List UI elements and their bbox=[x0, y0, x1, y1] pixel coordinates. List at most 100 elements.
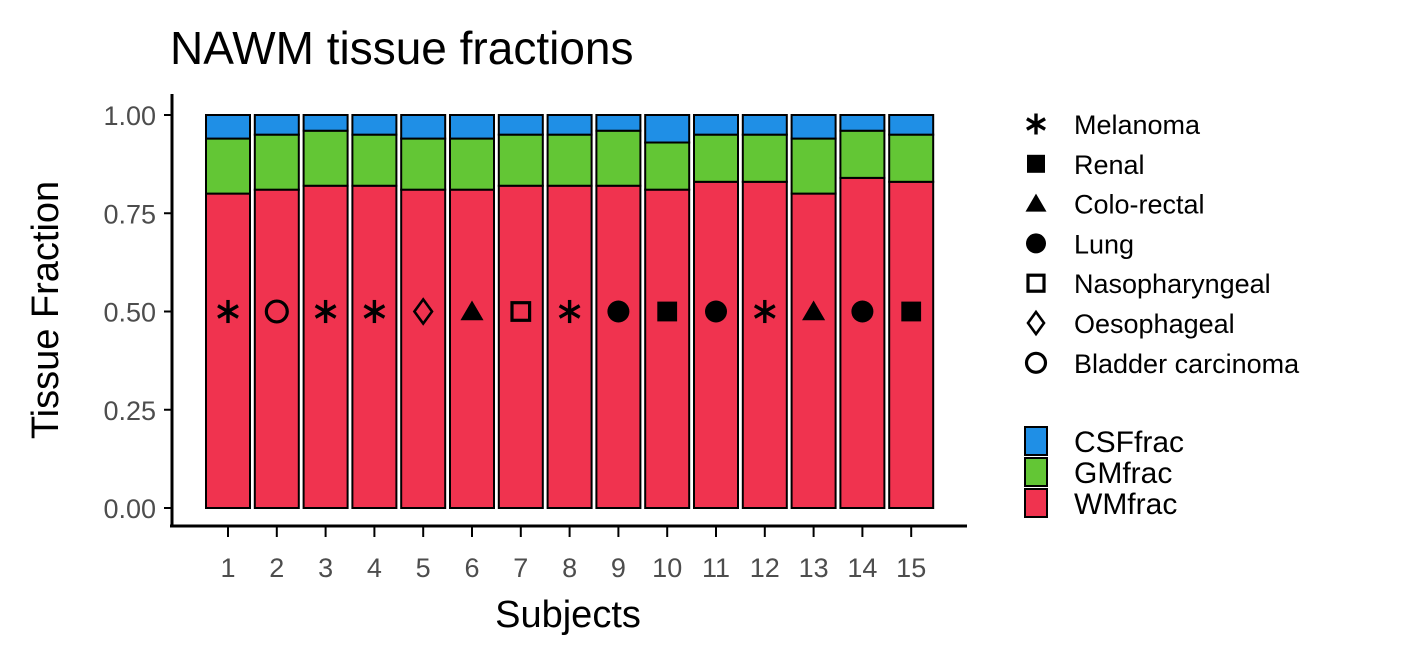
marker-lung bbox=[851, 300, 874, 323]
x-tick-label: 15 bbox=[896, 553, 926, 583]
bar-segment-csffrac bbox=[497, 114, 544, 136]
fill-legend-label: WMfrac bbox=[1074, 488, 1177, 521]
bar-segment-wmfrac bbox=[253, 188, 300, 509]
bar-segment-gmfrac bbox=[888, 133, 935, 183]
legend-key-melanoma bbox=[1026, 113, 1046, 135]
legend-key-bladder-carcinoma bbox=[1024, 351, 1048, 374]
bar-segment-wmfrac bbox=[693, 180, 739, 509]
bar-segment-csffrac bbox=[546, 114, 593, 136]
x-tick-label: 8 bbox=[562, 553, 577, 583]
marker-colo-rectal bbox=[460, 300, 484, 321]
bar-segment-wmfrac bbox=[644, 188, 691, 509]
bar-segment-wmfrac bbox=[790, 192, 837, 509]
bar-segment-csffrac bbox=[253, 114, 300, 136]
bar-segment-wmfrac bbox=[449, 188, 495, 509]
bar-segment-csffrac bbox=[449, 114, 495, 140]
fill-legend-label: GMfrac bbox=[1074, 457, 1172, 490]
bar-segment-gmfrac bbox=[253, 133, 300, 191]
shape-legend-label: Lung bbox=[1074, 229, 1134, 259]
bar-segment-csffrac bbox=[400, 114, 447, 140]
legend-key-renal bbox=[1027, 154, 1045, 173]
bar-segment-wmfrac bbox=[497, 184, 544, 510]
legend-key-nasopharyngeal bbox=[1026, 273, 1046, 293]
bar-segment-wmfrac bbox=[546, 184, 593, 510]
bar-segment-gmfrac bbox=[205, 137, 251, 195]
bar-segment-csffrac bbox=[790, 114, 837, 140]
x-axis-ticks: 1 2 3 4 5 6 7 8 9 10 11 12 13 14 15 bbox=[220, 527, 926, 583]
y-axis-title: Tissue Fraction bbox=[25, 181, 67, 439]
cancer-type-legend: Melanoma Renal Colo-rectal Lung Nasopharynge… bbox=[1024, 110, 1300, 379]
bar-segment-gmfrac bbox=[449, 137, 495, 191]
legend-swatch-gmfrac bbox=[1024, 457, 1048, 487]
x-tick-label: 4 bbox=[367, 553, 382, 583]
legend-key-lung bbox=[1026, 233, 1046, 254]
bar-segment-gmfrac bbox=[497, 133, 544, 187]
x-tick-label: 5 bbox=[416, 553, 431, 583]
bar-segment-csffrac bbox=[839, 114, 886, 132]
fill-legend-label: CSFfrac bbox=[1074, 426, 1184, 459]
x-tick-label: 11 bbox=[702, 553, 730, 583]
bar-segment-wmfrac bbox=[888, 180, 935, 509]
x-tick-label: 1 bbox=[220, 553, 235, 583]
bar-segment-csffrac bbox=[351, 114, 398, 136]
x-tick-label: 12 bbox=[750, 553, 780, 583]
bar-segment-gmfrac bbox=[741, 133, 788, 183]
x-tick-label: 7 bbox=[513, 553, 528, 583]
marker-lung bbox=[607, 300, 630, 323]
bar-segment-csffrac bbox=[741, 114, 788, 136]
marker-colo-rectal bbox=[802, 300, 826, 321]
bars bbox=[205, 114, 935, 510]
x-axis-title: Subjects bbox=[495, 594, 641, 636]
shape-legend-label: Colo-rectal bbox=[1074, 190, 1205, 220]
bar-segment-gmfrac bbox=[400, 137, 447, 191]
legend-key-colo-rectal bbox=[1025, 193, 1047, 212]
x-tick-label: 14 bbox=[847, 553, 877, 583]
marker-melanoma bbox=[363, 299, 386, 324]
bar-segment-gmfrac bbox=[595, 129, 642, 187]
y-tick-label: 0.75 bbox=[103, 199, 156, 229]
cancer-type-markers bbox=[217, 297, 922, 326]
bar-segment-gmfrac bbox=[351, 133, 398, 187]
marker-bladder-carcinoma bbox=[264, 299, 289, 324]
bar-segment-wmfrac bbox=[741, 180, 788, 509]
x-tick-label: 6 bbox=[464, 553, 479, 583]
bar-segment-gmfrac bbox=[790, 137, 837, 195]
chart-title: NAWM tissue fractions bbox=[170, 22, 634, 74]
bar-segment-wmfrac bbox=[205, 192, 251, 509]
legend-swatch-csffrac bbox=[1024, 426, 1048, 456]
y-tick-label: 0.00 bbox=[103, 494, 156, 524]
shape-legend-label: Renal bbox=[1074, 150, 1145, 180]
legend-swatch-wmfrac bbox=[1024, 488, 1048, 518]
bar-segment-csffrac bbox=[644, 114, 691, 144]
x-tick-label: 13 bbox=[799, 553, 829, 583]
bar-segment-csffrac bbox=[888, 114, 935, 136]
x-tick-label: 10 bbox=[652, 553, 682, 583]
marker-melanoma bbox=[314, 299, 337, 324]
bar-segment-gmfrac bbox=[302, 129, 349, 187]
marker-lung bbox=[705, 300, 727, 323]
bar-segment-gmfrac bbox=[546, 133, 593, 187]
marker-renal bbox=[657, 301, 678, 322]
bar-segment-wmfrac bbox=[595, 184, 642, 510]
bar-segment-gmfrac bbox=[839, 129, 886, 179]
y-axis-ticks: 0.00 0.25 0.50 0.75 1.00 bbox=[103, 101, 172, 524]
marker-renal bbox=[901, 301, 922, 322]
marker-nasopharyngeal bbox=[510, 301, 532, 322]
x-tick-label: 3 bbox=[318, 553, 333, 583]
shape-legend-label: Bladder carcinoma bbox=[1074, 349, 1300, 379]
bar-segment-csffrac bbox=[205, 114, 251, 140]
bar-segment-csffrac bbox=[595, 114, 642, 132]
marker-melanoma bbox=[558, 299, 581, 324]
marker-oesophageal bbox=[412, 297, 434, 326]
y-tick-label: 1.00 bbox=[103, 101, 156, 131]
marker-melanoma bbox=[217, 299, 239, 324]
y-tick-label: 0.50 bbox=[103, 298, 156, 328]
bar-segment-wmfrac bbox=[302, 184, 349, 510]
shape-legend-label: Nasopharyngeal bbox=[1074, 269, 1271, 299]
bar-segment-wmfrac bbox=[839, 176, 886, 509]
x-tick-label: 2 bbox=[269, 553, 284, 583]
x-tick-label: 9 bbox=[611, 553, 626, 583]
legend-key-oesophageal bbox=[1026, 309, 1046, 337]
shape-legend-label: Melanoma bbox=[1074, 110, 1201, 140]
